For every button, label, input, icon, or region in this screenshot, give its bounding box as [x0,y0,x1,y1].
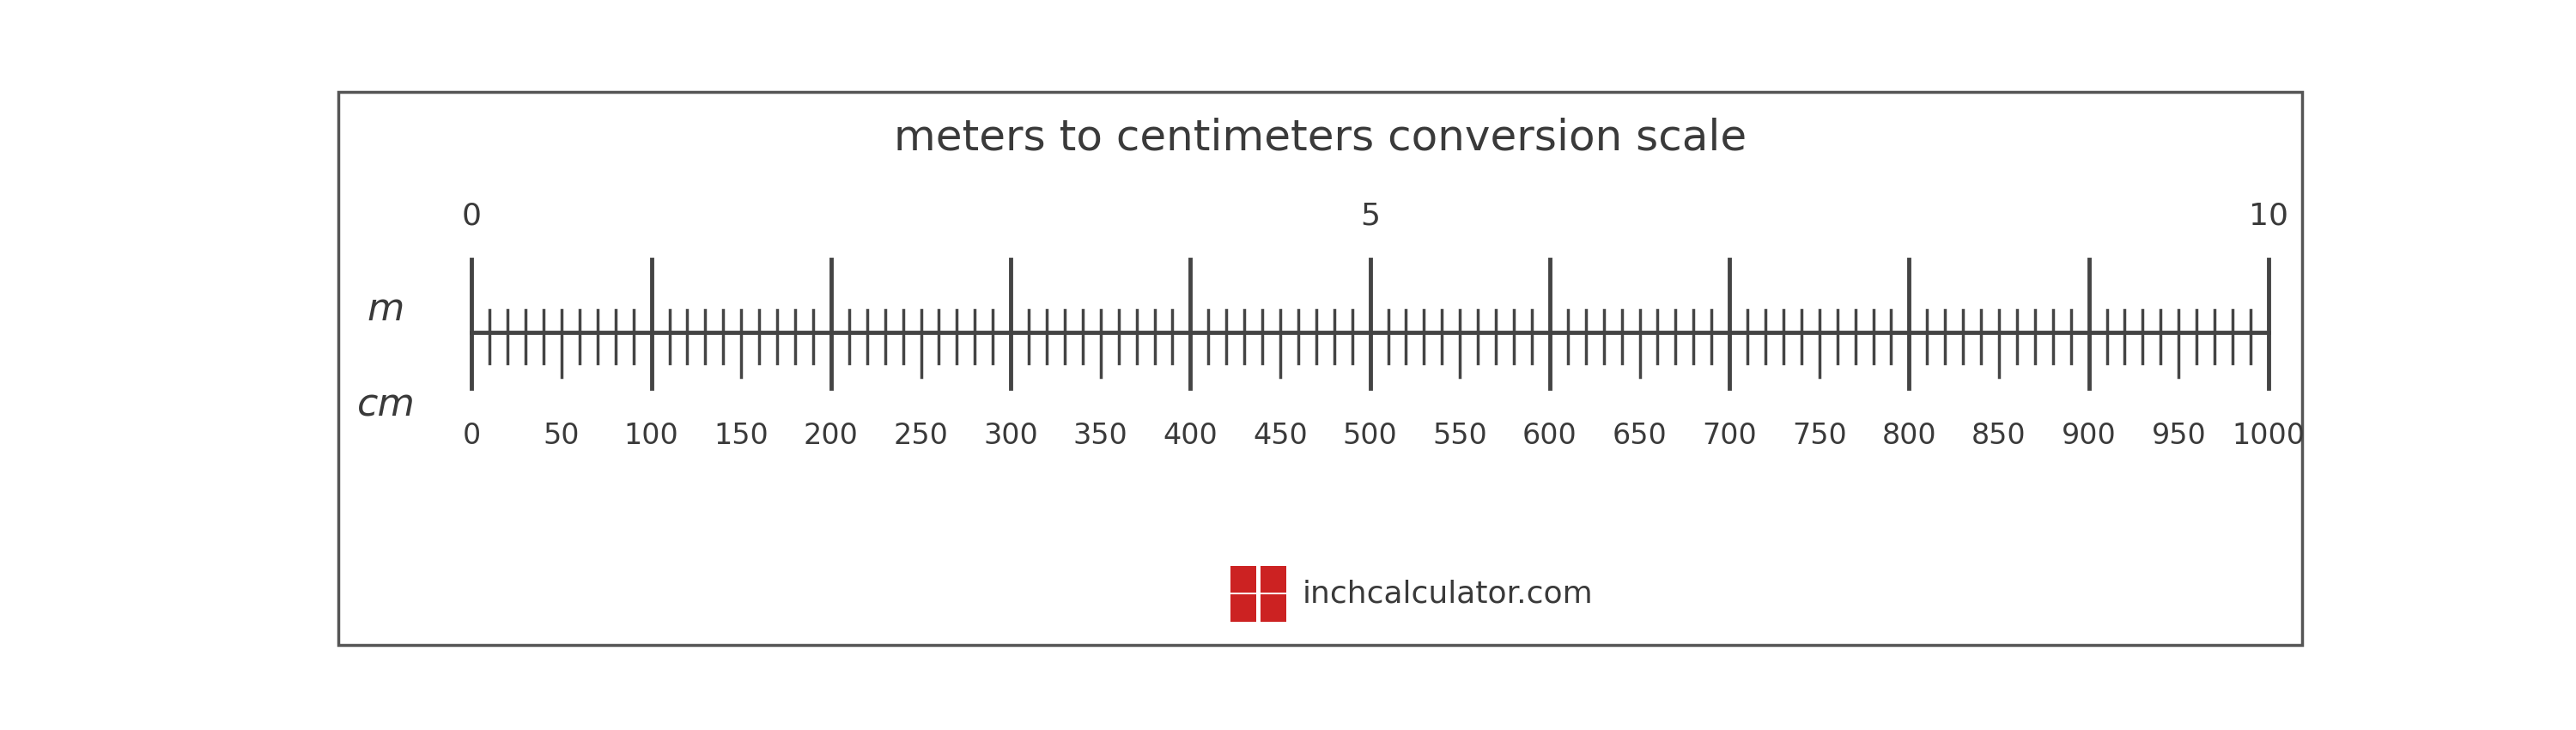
Text: cm: cm [355,387,415,423]
Text: inchcalculator.com: inchcalculator.com [1303,579,1592,608]
Text: 450: 450 [1252,422,1309,450]
Text: 10: 10 [2249,201,2287,231]
Text: 600: 600 [1522,422,1577,450]
Text: 100: 100 [623,422,680,450]
Text: 300: 300 [984,422,1038,450]
Text: 50: 50 [544,422,580,450]
Text: 5: 5 [1360,201,1381,231]
Text: 800: 800 [1883,422,1937,450]
Text: 900: 900 [2061,422,2117,450]
Text: 350: 350 [1074,422,1128,450]
Text: 500: 500 [1342,422,1396,450]
Text: 650: 650 [1613,422,1667,450]
Text: 400: 400 [1164,422,1218,450]
Text: 0: 0 [461,201,482,231]
Text: 1000: 1000 [2231,422,2306,450]
Text: 200: 200 [804,422,858,450]
Text: 850: 850 [1971,422,2027,450]
Text: 750: 750 [1793,422,1847,450]
Text: meters to centimeters conversion scale: meters to centimeters conversion scale [894,118,1747,159]
FancyBboxPatch shape [1260,595,1285,622]
Text: 550: 550 [1432,422,1486,450]
FancyBboxPatch shape [1231,566,1257,593]
Text: 700: 700 [1703,422,1757,450]
FancyBboxPatch shape [1260,566,1285,593]
Text: 950: 950 [2151,422,2205,450]
Text: m: m [368,291,404,328]
Text: 0: 0 [464,422,482,450]
Text: 150: 150 [714,422,768,450]
FancyBboxPatch shape [1231,595,1257,622]
Text: 250: 250 [894,422,948,450]
